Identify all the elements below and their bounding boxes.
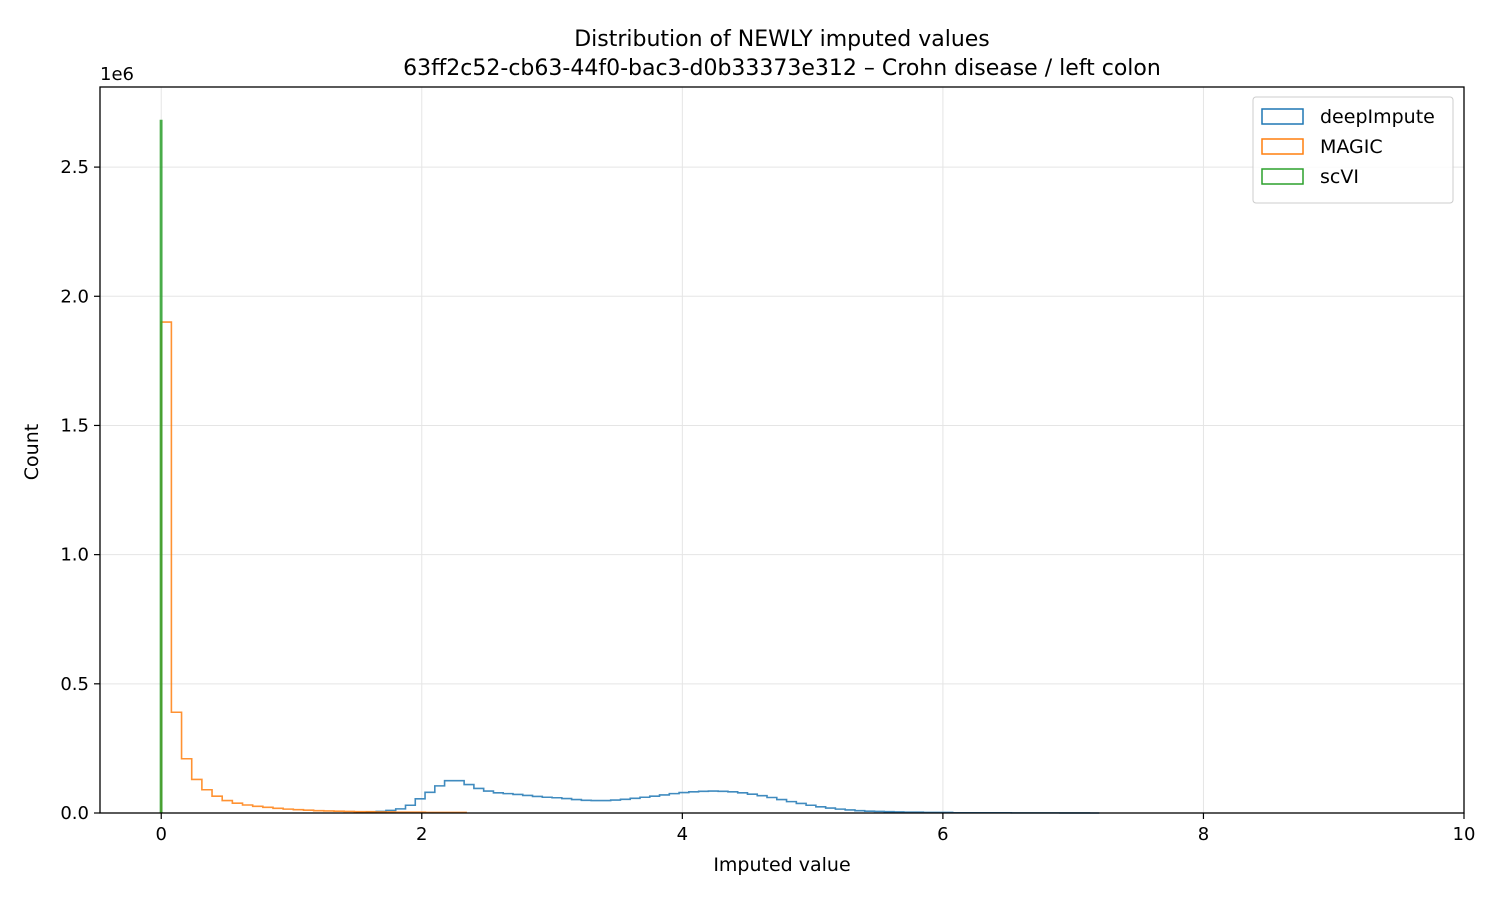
x-tick-label-5: 10 — [1453, 824, 1476, 845]
y-tick-label-1: 0.5 — [60, 674, 89, 695]
chart-title: Distribution of NEWLY imputed values — [574, 27, 990, 52]
chart-subtitle: 63ff2c52-cb63-44f0-bac3-d0b33373e312 – C… — [403, 56, 1161, 81]
x-tick-label-2: 4 — [677, 824, 688, 845]
legend-swatch-scVI — [1261, 168, 1304, 185]
y-axis-label: Count — [21, 424, 43, 480]
histogram-series-MAGIC — [160, 321, 467, 814]
y-tick-label-2: 1.0 — [60, 545, 89, 566]
y-tick-label-5: 2.5 — [60, 157, 89, 178]
x-tick-label-0: 0 — [156, 824, 167, 845]
legend-label-MAGIC: MAGIC — [1320, 136, 1383, 158]
x-tick-label-4: 8 — [1198, 824, 1209, 845]
legend-label-deepImpute: deepImpute — [1320, 106, 1435, 128]
histogram-series-deepImpute — [355, 779, 1100, 814]
histogram-series-scVI — [159, 119, 163, 813]
y-offset-label: 1e6 — [100, 64, 134, 85]
x-tick-label-3: 6 — [937, 824, 948, 845]
y-tick-label-3: 1.5 — [60, 415, 89, 436]
y-tick-label-4: 2.0 — [60, 286, 89, 307]
legend-swatch-MAGIC — [1261, 138, 1304, 155]
legend-swatch-deepImpute — [1261, 108, 1304, 125]
y-tick-label-0: 0.0 — [60, 803, 89, 824]
x-axis-label: Imputed value — [713, 854, 850, 876]
legend-label-scVI: scVI — [1320, 166, 1359, 188]
plot-frame — [99, 86, 1465, 814]
x-tick-label-1: 2 — [416, 824, 427, 845]
